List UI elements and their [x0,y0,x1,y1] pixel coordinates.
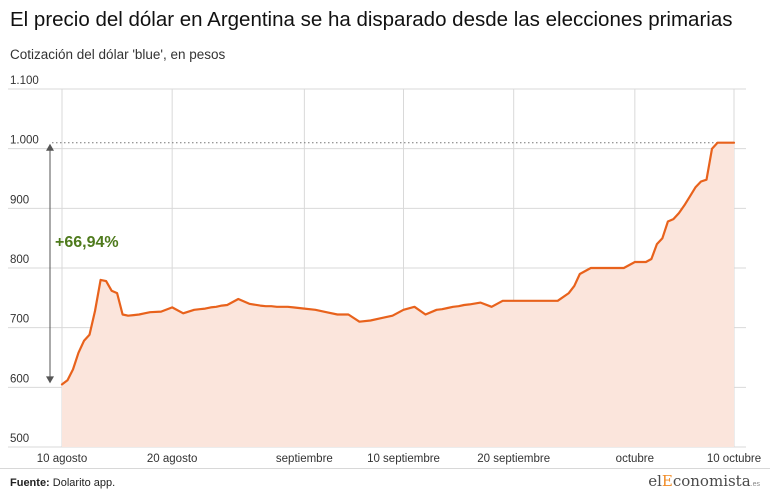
x-tick-label: octubre [616,453,654,465]
source-label: Fuente: [10,477,50,489]
publisher-logo[interactable]: elEconomista.es [648,472,760,490]
y-tick-label: 600 [10,373,29,385]
series-line [60,141,736,386]
x-tick-label: 10 septiembre [367,453,440,465]
x-tick-label: septiembre [276,453,333,465]
footer-divider [0,468,770,469]
x-tick-label: 20 agosto [147,453,198,465]
area-layer [62,142,734,447]
line-area-chart: +66,94% 500 600 700 800 900 1.000 1.100 10 agos… [8,75,761,465]
tick-label-layer: 500 600 700 800 900 1.000 1.100 10 agosto 20 ago… [10,75,761,465]
x-tick-label: 10 octubre [707,453,761,465]
y-tick-label: 900 [10,194,29,206]
chart-subtitle: Cotización del dólar 'blue', en pesos [10,47,226,62]
annotation-arrowhead-down [46,376,54,384]
series-area [62,142,734,447]
annotation-layer: +66,94% [46,143,119,384]
annotation-label: +66,94% [55,234,119,251]
y-tick-label: 700 [10,314,29,326]
y-tick-label: 800 [10,254,29,266]
chart-title: El precio del dólar en Argentina se ha d… [10,8,733,31]
line-layer [60,141,736,386]
x-tick-label: 20 septiembre [477,453,550,465]
source-note: Fuente: Dolarito app. [10,477,115,489]
y-tick-label: 500 [10,433,29,445]
x-tick-label: 10 agosto [37,453,88,465]
annotation-arrowhead-up [46,143,54,151]
y-tick-label: 1.100 [10,75,39,87]
y-tick-label: 1.000 [10,135,39,147]
source-text: Dolarito app. [52,477,116,489]
